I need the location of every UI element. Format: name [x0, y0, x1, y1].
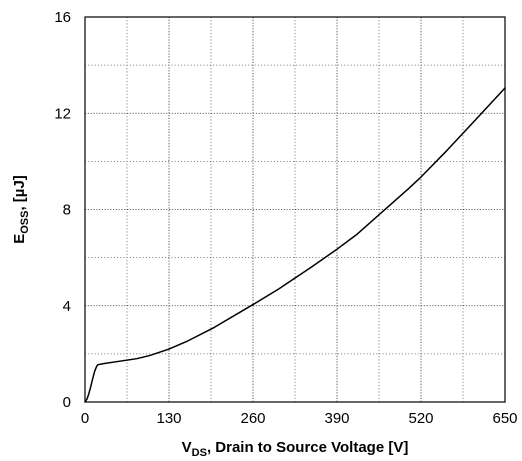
series-layer — [84, 87, 506, 403]
x-axis-title: VDS, Drain to Source Voltage [V] — [182, 439, 409, 459]
y-axis-title: EOSS, [µJ] — [11, 175, 31, 244]
x-tick-label: 390 — [324, 410, 349, 427]
x-tick-label: 0 — [81, 410, 89, 427]
grid-lines — [85, 17, 505, 402]
x-axis-title-rest: , Drain to Source Voltage [V] — [207, 439, 408, 456]
plot-frame — [84, 16, 506, 403]
y-tick-label: 0 — [63, 394, 71, 411]
y-tick-label: 16 — [54, 9, 71, 26]
x-axis-title-main: V — [182, 439, 192, 456]
y-tick-label: 12 — [54, 105, 71, 122]
x-tick-label: 520 — [408, 410, 433, 427]
y-tick-label: 8 — [63, 202, 71, 219]
x-tick-label: 130 — [156, 410, 181, 427]
y-tick-label: 4 — [63, 298, 71, 315]
x-tick-label: 260 — [240, 410, 265, 427]
y-axis-title-main: E — [11, 234, 28, 244]
tick-labels: 0 130 260 390 520 650 0 4 8 12 16 — [54, 9, 517, 427]
y-axis-title-rest: , [µJ] — [11, 175, 28, 210]
x-axis-title-subscript: DS — [192, 447, 207, 459]
series-line-eoss — [84, 87, 506, 403]
y-axis-title-subscript: OSS — [19, 211, 31, 234]
x-tick-label: 650 — [492, 410, 517, 427]
